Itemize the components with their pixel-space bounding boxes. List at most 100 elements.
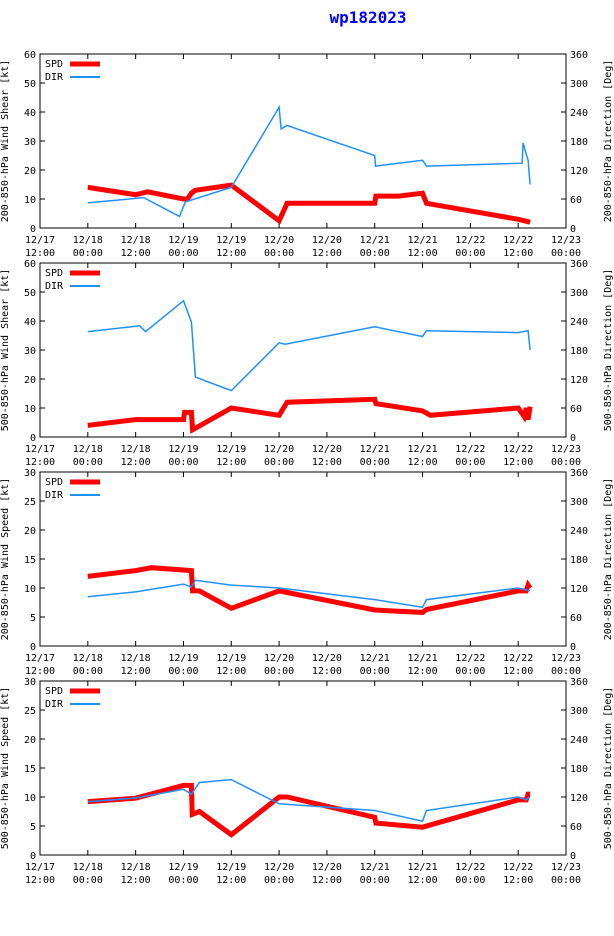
x-tick-time-label: 12:00: [216, 248, 246, 259]
x-tick-time-label: 12:00: [312, 248, 342, 259]
legend-spd-label: SPD: [45, 268, 63, 279]
x-tick-time-label: 12:00: [407, 666, 437, 677]
legend-dir-label: DIR: [45, 72, 64, 83]
y-axis-label: 200-850-hPa Wind Speed [kt]: [0, 478, 11, 641]
y2-tick-label: 240: [570, 526, 588, 537]
y2-tick-label: 360: [570, 677, 588, 688]
y-tick-label: 30: [24, 677, 36, 688]
x-tick-date-label: 12/21: [360, 444, 390, 455]
x-tick-time-label: 00:00: [551, 248, 581, 259]
x-tick-time-label: 12:00: [407, 457, 437, 468]
y2-tick-label: 60: [570, 195, 582, 206]
x-tick-time-label: 00:00: [168, 457, 198, 468]
y2-tick-label: 300: [570, 288, 588, 299]
series-spd-line: [87, 782, 531, 838]
y-tick-label: 20: [24, 375, 36, 386]
plot-frame: [39, 471, 567, 647]
x-tick-date-label: 12/21: [360, 653, 390, 664]
x-tick-date-label: 12/22: [455, 862, 485, 873]
x-tick-date-label: 12/21: [360, 235, 390, 246]
y-tick-label: 30: [24, 137, 36, 148]
y-tick-label: 30: [24, 346, 36, 357]
y2-tick-label: 300: [570, 497, 588, 508]
x-tick-time-label: 12:00: [216, 875, 246, 886]
x-tick-time-label: 12:00: [407, 248, 437, 259]
y-axis-label: 200-850-hPa Wind Shear [kt]: [0, 60, 11, 223]
series-spd-line: [87, 396, 533, 434]
x-tick-date-label: 12/17: [25, 653, 55, 664]
y2-tick-label: 60: [570, 822, 582, 833]
x-tick-date-label: 12/18: [73, 235, 103, 246]
y-tick-label: 40: [24, 317, 36, 328]
y2-tick-label: 180: [570, 764, 588, 775]
x-tick-date-label: 12/18: [73, 862, 103, 873]
y-tick-label: 50: [24, 288, 36, 299]
x-tick-date-label: 12/18: [73, 653, 103, 664]
x-tick-date-label: 12/19: [168, 444, 198, 455]
x-tick-date-label: 12/21: [407, 862, 437, 873]
y-tick-label: 10: [24, 793, 36, 804]
x-tick-time-label: 12:00: [25, 875, 55, 886]
x-tick-time-label: 12:00: [312, 666, 342, 677]
y-tick-label: 50: [24, 79, 36, 90]
x-tick-time-label: 12:00: [503, 875, 533, 886]
x-tick-date-label: 12/18: [121, 862, 151, 873]
x-tick-date-label: 12/20: [264, 235, 294, 246]
x-tick-time-label: 12:00: [25, 666, 55, 677]
x-tick-time-label: 00:00: [551, 875, 581, 886]
y2-tick-label: 180: [570, 555, 588, 566]
y-tick-label: 0: [30, 433, 36, 444]
x-tick-date-label: 12/21: [407, 444, 437, 455]
x-tick-date-label: 12/23: [551, 653, 581, 664]
x-tick-time-label: 00:00: [360, 666, 390, 677]
x-tick-time-label: 00:00: [264, 875, 294, 886]
y2-tick-label: 60: [570, 404, 582, 415]
x-tick-date-label: 12/22: [455, 653, 485, 664]
x-tick-date-label: 12/20: [264, 653, 294, 664]
chart-panel-1: 0 10 20 30 40 50 60 0 60 120 180 240 300 360 12/17 12:0…: [0, 50, 614, 259]
x-tick-date-label: 12/18: [73, 444, 103, 455]
y-tick-label: 20: [24, 735, 36, 746]
x-tick-date-label: 12/22: [503, 235, 533, 246]
y-tick-label: 60: [24, 50, 36, 61]
x-tick-date-label: 12/22: [455, 444, 485, 455]
page-title: wp182023: [329, 8, 407, 27]
x-tick-date-label: 12/18: [121, 653, 151, 664]
chart-panel-3: 05101520253006012018024030036012/1712:00…: [0, 468, 614, 677]
x-tick-time-label: 12:00: [216, 666, 246, 677]
x-tick-time-label: 12:00: [407, 875, 437, 886]
legend-dir-label: DIR: [45, 699, 64, 710]
y2-tick-label: 120: [570, 584, 588, 595]
y-tick-label: 0: [30, 851, 36, 862]
chart-panel-2: 0 10 20 30 40 50 60 0 60 120 180 240 300 360 12/17 12:0…: [0, 259, 614, 468]
x-tick-date-label: 12/19: [168, 235, 198, 246]
y2-tick-label: 180: [570, 137, 588, 148]
x-tick-date-label: 12/23: [551, 862, 581, 873]
x-tick-date-label: 12/22: [503, 653, 533, 664]
series-spd-line: [87, 182, 531, 225]
x-tick-date-label: 12/23: [551, 444, 581, 455]
y2-axis-label: 200-850-hPa Direction [Deg]: [603, 478, 614, 641]
y2-tick-label: 360: [570, 468, 588, 479]
x-tick-date-label: 12/19: [216, 235, 246, 246]
series-dir-line: [87, 579, 531, 609]
x-tick-date-label: 12/23: [551, 235, 581, 246]
y-tick-label: 20: [24, 166, 36, 177]
y2-axis-label: 500-850-hPa Direction [Deg]: [603, 687, 614, 850]
x-tick-date-label: 12/20: [312, 444, 342, 455]
y2-tick-label: 240: [570, 108, 588, 119]
y-tick-label: 10: [24, 404, 36, 415]
x-tick-date-label: 12/21: [407, 235, 437, 246]
y-tick-label: 5: [30, 822, 36, 833]
x-tick-date-label: 12/20: [312, 862, 342, 873]
x-tick-date-label: 12/18: [121, 444, 151, 455]
y2-tick-label: 240: [570, 735, 588, 746]
y2-tick-label: 120: [570, 793, 588, 804]
y2-tick-label: 0: [570, 851, 576, 862]
x-tick-time-label: 12:00: [121, 457, 151, 468]
y-tick-label: 10: [24, 195, 36, 206]
x-tick-date-label: 12/19: [216, 444, 246, 455]
y-tick-label: 30: [24, 468, 36, 479]
x-tick-time-label: 00:00: [360, 248, 390, 259]
x-tick-time-label: 12:00: [216, 457, 246, 468]
